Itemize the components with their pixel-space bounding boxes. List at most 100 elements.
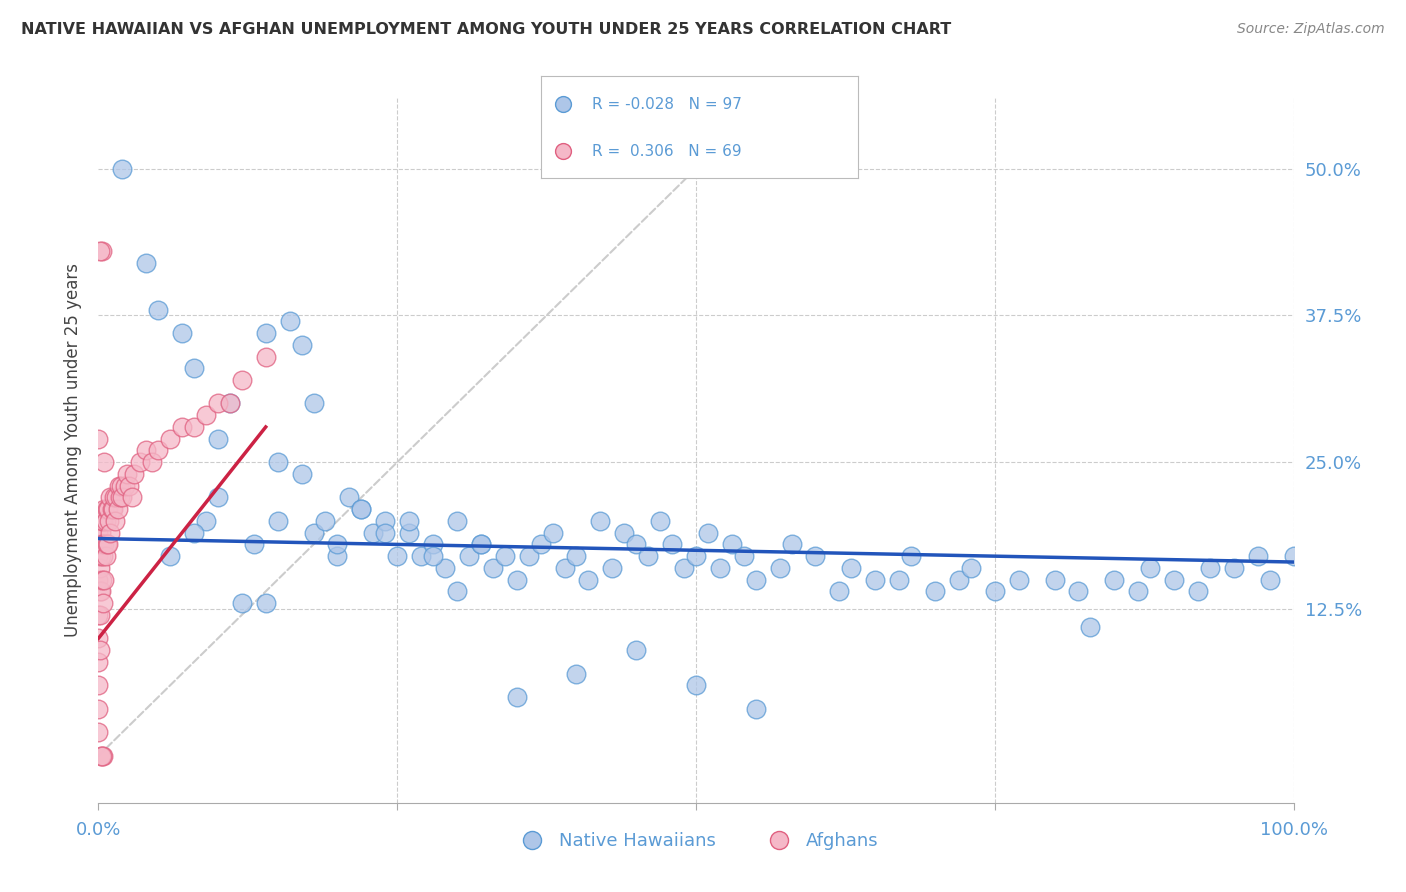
Point <box>183 420 205 434</box>
Point <box>278 314 301 328</box>
Point <box>267 455 290 469</box>
Point <box>1223 561 1246 575</box>
Point <box>889 573 911 587</box>
Point <box>506 573 529 587</box>
Point <box>98 525 122 540</box>
Point <box>291 338 314 352</box>
Point <box>315 514 337 528</box>
Point <box>96 537 118 551</box>
Point <box>291 467 314 481</box>
Point <box>115 467 138 481</box>
Point <box>733 549 755 564</box>
Point <box>124 467 146 481</box>
Point <box>90 584 112 599</box>
Point <box>960 561 983 575</box>
Point <box>91 244 114 258</box>
Point <box>219 396 242 410</box>
Point <box>93 455 115 469</box>
Point <box>254 350 277 364</box>
Point <box>87 702 110 716</box>
Point <box>470 537 492 551</box>
Point <box>87 632 110 646</box>
Point <box>91 748 114 763</box>
Point <box>661 537 683 551</box>
Point <box>339 491 361 505</box>
Point <box>745 573 768 587</box>
Point <box>98 514 121 528</box>
Point <box>107 502 129 516</box>
Point <box>91 596 114 610</box>
Point <box>446 514 468 528</box>
Point <box>89 561 111 575</box>
Point <box>530 537 553 551</box>
Point <box>565 666 588 681</box>
Point <box>900 549 922 564</box>
Point <box>1128 584 1150 599</box>
Point <box>1282 549 1305 564</box>
Point <box>89 607 111 622</box>
Point <box>118 478 141 492</box>
Point <box>87 573 110 587</box>
Point <box>87 549 110 564</box>
Point <box>1067 584 1090 599</box>
Point <box>1043 573 1066 587</box>
Point <box>398 525 420 540</box>
Point <box>243 537 266 551</box>
Point <box>172 326 194 340</box>
Point <box>745 702 768 716</box>
Point <box>87 725 110 739</box>
Point <box>697 525 720 540</box>
Point <box>481 561 505 575</box>
Point <box>1258 573 1281 587</box>
Point <box>159 432 181 446</box>
Point <box>135 443 157 458</box>
Point <box>411 549 433 564</box>
Point <box>470 537 492 551</box>
Point <box>302 525 325 540</box>
Point <box>87 432 110 446</box>
Point <box>90 549 112 564</box>
Point <box>637 549 659 564</box>
Point <box>231 373 253 387</box>
Point <box>87 525 110 540</box>
Point <box>104 514 127 528</box>
Point <box>231 596 253 610</box>
Point <box>1199 561 1222 575</box>
Point <box>363 525 385 540</box>
Text: R =  0.306   N = 69: R = 0.306 N = 69 <box>592 145 741 160</box>
Point <box>87 607 110 622</box>
Point <box>207 396 229 410</box>
Point <box>541 525 564 540</box>
Point <box>422 549 444 564</box>
Point <box>90 748 112 763</box>
Point <box>494 549 516 564</box>
Point <box>434 561 457 575</box>
Point <box>183 361 205 376</box>
Point <box>1139 561 1161 575</box>
Point <box>398 514 420 528</box>
Point <box>94 514 117 528</box>
Point <box>554 561 576 575</box>
Point <box>105 491 128 505</box>
Point <box>114 478 136 492</box>
Point <box>924 584 946 599</box>
Point <box>87 678 110 692</box>
Point <box>141 455 163 469</box>
Text: Source: ZipAtlas.com: Source: ZipAtlas.com <box>1237 22 1385 37</box>
Point <box>183 525 205 540</box>
Point <box>553 144 575 158</box>
Point <box>517 549 540 564</box>
Point <box>374 514 396 528</box>
Point <box>219 396 242 410</box>
Point <box>1080 619 1102 633</box>
Text: NATIVE HAWAIIAN VS AFGHAN UNEMPLOYMENT AMONG YOUTH UNDER 25 YEARS CORRELATION CH: NATIVE HAWAIIAN VS AFGHAN UNEMPLOYMENT A… <box>21 22 952 37</box>
Point <box>148 443 170 458</box>
Point <box>841 561 863 575</box>
Point <box>89 643 111 657</box>
Point <box>1008 573 1031 587</box>
Point <box>385 549 409 564</box>
Point <box>87 655 110 669</box>
Point <box>578 573 600 587</box>
Point <box>984 584 1007 599</box>
Legend: Native Hawaiians, Afghans: Native Hawaiians, Afghans <box>506 825 886 857</box>
